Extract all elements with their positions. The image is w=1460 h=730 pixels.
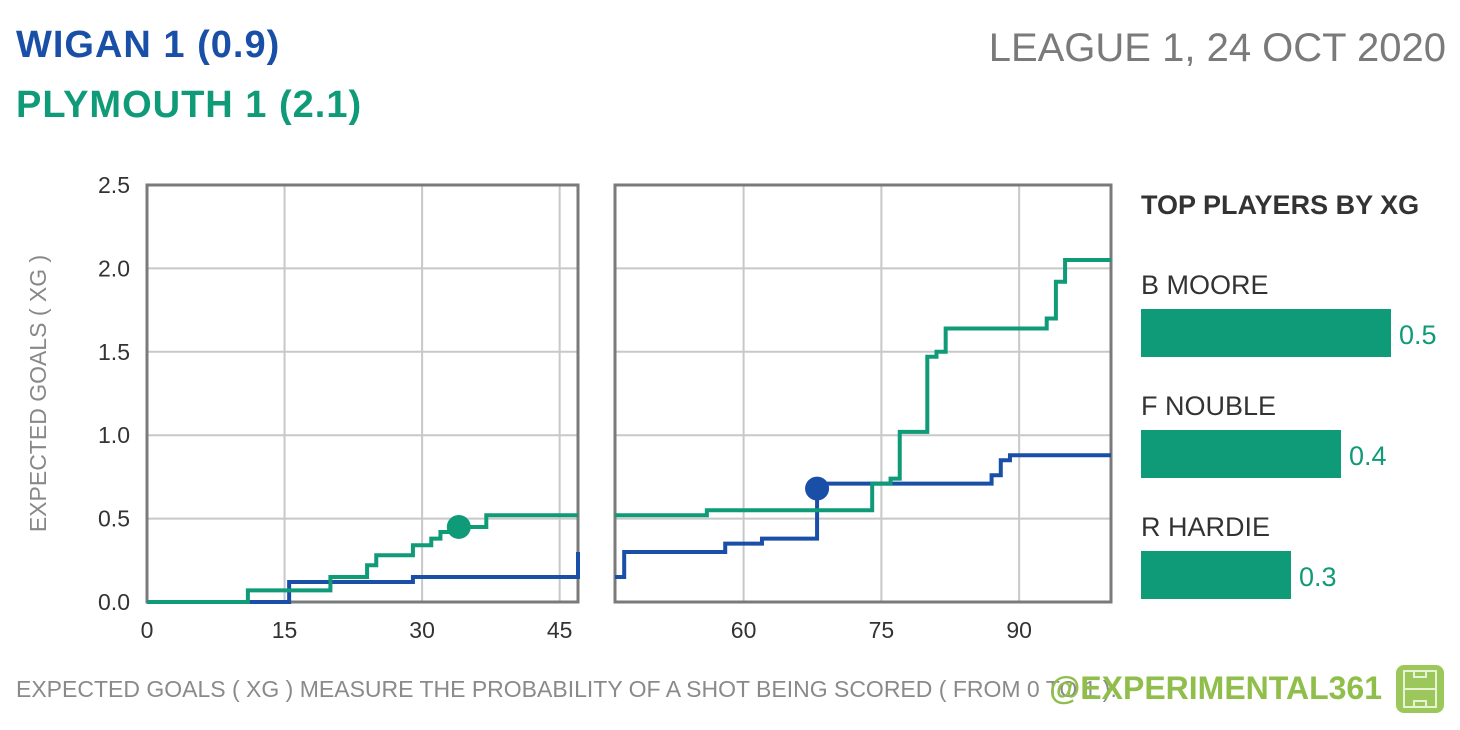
- player-name: B MOORE: [1141, 270, 1269, 300]
- match-info: LEAGUE 1, 24 OCT 2020: [988, 26, 1446, 70]
- panel-frame-2: [613, 183, 1113, 604]
- series-layer: [147, 258, 1111, 604]
- y-axis-label: EXPECTED GOALS ( XG ): [25, 255, 51, 532]
- player-bar: [1141, 430, 1341, 478]
- goal-marker-plymouth: [446, 514, 471, 539]
- home-team-score: WIGAN 1 (0.9): [16, 24, 281, 66]
- twitter-handle: @EXPERIMENTAL361: [1049, 670, 1382, 706]
- player-bar: [1141, 309, 1391, 357]
- x-tick-label: 45: [547, 617, 573, 643]
- player-bar: [1141, 551, 1291, 599]
- top-players-chart: TOP PLAYERS BY XG B MOORE 0.5 F NOUBLE 0.4 R …: [1141, 190, 1437, 599]
- y-tick-label: 0.5: [98, 506, 130, 532]
- axes-layer: 0 15 30 45 60 75 90 0.0 0.5 1.0 1.5 2.0 2.5 EXPECTED …: [25, 172, 1113, 643]
- series-plymouth-line: [615, 258, 1111, 518]
- y-tick-label: 2.0: [98, 255, 130, 281]
- player-name: R HARDIE: [1141, 512, 1270, 542]
- away-team-score: PLYMOUTH 1 (2.1): [16, 84, 363, 126]
- y-tick-label: 0.0: [98, 589, 130, 615]
- player-value: 0.5: [1399, 320, 1437, 350]
- y-tick-label: 1.0: [98, 422, 130, 448]
- x-tick-label: 0: [141, 617, 154, 643]
- pitch-icon: [1396, 665, 1444, 713]
- x-tick-label: 60: [731, 617, 757, 643]
- player-value: 0.4: [1349, 441, 1387, 471]
- panel-frame-1: [145, 183, 580, 604]
- player-name: F NOUBLE: [1141, 391, 1276, 421]
- y-tick-label: 2.5: [98, 172, 130, 198]
- goal-marker-wigan: [805, 476, 830, 501]
- x-tick-label: 90: [1006, 617, 1032, 643]
- player-value: 0.3: [1299, 562, 1337, 592]
- x-tick-label: 15: [272, 617, 298, 643]
- y-tick-label: 1.5: [98, 339, 130, 365]
- series-plymouth-line: [147, 513, 578, 604]
- series-wigan-line: [147, 551, 580, 604]
- footnote: EXPECTED GOALS ( XG ) MEASURE THE PROBAB…: [16, 676, 1117, 702]
- top-players-title: TOP PLAYERS BY XG: [1141, 190, 1419, 220]
- x-tick-label: 75: [869, 617, 895, 643]
- x-tick-label: 30: [409, 617, 435, 643]
